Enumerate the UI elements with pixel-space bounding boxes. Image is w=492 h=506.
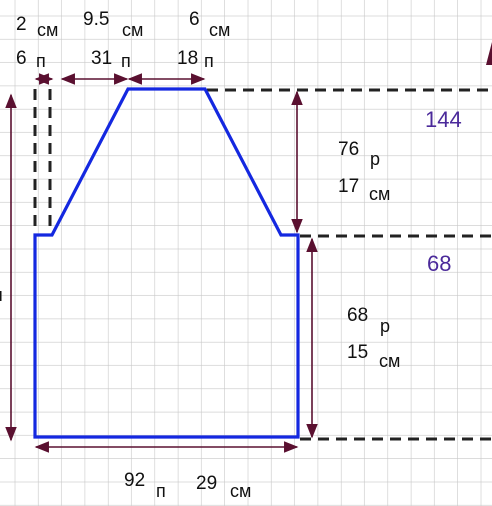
unit: п xyxy=(36,51,46,71)
row-count: 144 xyxy=(425,107,462,132)
unit: р xyxy=(380,316,390,336)
unit: см xyxy=(369,184,390,204)
number: 18 xyxy=(177,48,198,69)
unit: см xyxy=(379,351,400,371)
pattern-outline xyxy=(33,87,300,439)
unit: р xyxy=(370,149,380,169)
unit: см xyxy=(209,20,230,40)
number: 92 xyxy=(124,470,145,491)
number: 6 xyxy=(189,9,200,30)
unit: п xyxy=(204,51,214,71)
number: 31 xyxy=(91,48,112,69)
row-count: 68 xyxy=(427,251,451,276)
unit: см xyxy=(122,20,143,40)
unit: см xyxy=(37,20,58,40)
number: 17 xyxy=(338,176,359,197)
number: 68 xyxy=(347,305,368,326)
guides xyxy=(33,88,492,441)
number: 2 xyxy=(16,14,27,35)
corner-mark xyxy=(486,42,492,65)
unit: п xyxy=(156,481,166,501)
number: 29 xyxy=(196,473,217,494)
number: 6 xyxy=(16,48,27,69)
edge-fragment: п xyxy=(0,285,3,305)
dimension-arrows xyxy=(5,73,318,453)
labels: 2 см 6 п 9.5 см 31 п 6 см 18 п 144 76 р … xyxy=(0,9,462,501)
number: 9.5 xyxy=(83,9,109,30)
number: 76 xyxy=(338,139,359,160)
number: 15 xyxy=(347,342,368,363)
unit: см xyxy=(230,481,251,501)
unit: п xyxy=(121,51,131,71)
